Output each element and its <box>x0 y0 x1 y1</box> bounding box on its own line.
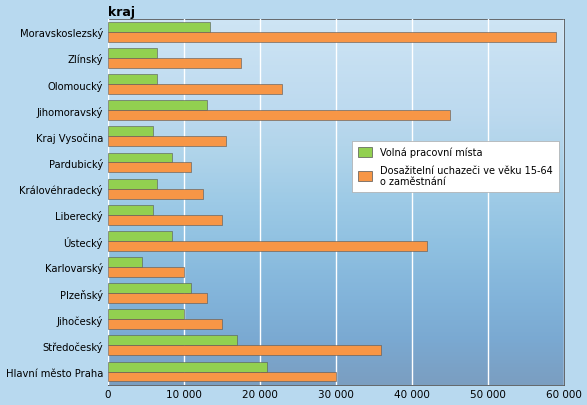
Bar <box>108 153 173 163</box>
Bar <box>108 309 184 320</box>
Bar <box>108 59 241 69</box>
Bar <box>108 320 222 329</box>
Bar <box>108 215 222 225</box>
Bar <box>108 345 381 356</box>
Bar <box>108 101 207 111</box>
Bar <box>108 85 282 95</box>
Bar <box>108 189 203 199</box>
Bar <box>108 23 210 33</box>
Bar <box>108 137 225 147</box>
Text: kraj: kraj <box>108 6 135 19</box>
Bar <box>108 179 157 189</box>
Bar <box>108 258 142 267</box>
Bar <box>108 127 153 137</box>
Bar <box>108 75 157 85</box>
Bar <box>108 362 267 372</box>
Bar <box>108 293 207 303</box>
Legend: Volná pracovní místa, Dosažitelní uchazeči ve věku 15-64
o zaměstnání: Volná pracovní místa, Dosažitelní uchaze… <box>352 141 559 193</box>
Bar <box>108 33 556 43</box>
Bar <box>108 49 157 59</box>
Bar <box>108 284 191 293</box>
Bar <box>108 231 173 241</box>
Bar <box>108 336 237 345</box>
Bar <box>108 111 450 121</box>
Bar <box>108 372 336 382</box>
Bar <box>108 205 153 215</box>
Bar <box>108 267 184 277</box>
Bar <box>108 163 191 173</box>
Bar <box>108 241 427 251</box>
